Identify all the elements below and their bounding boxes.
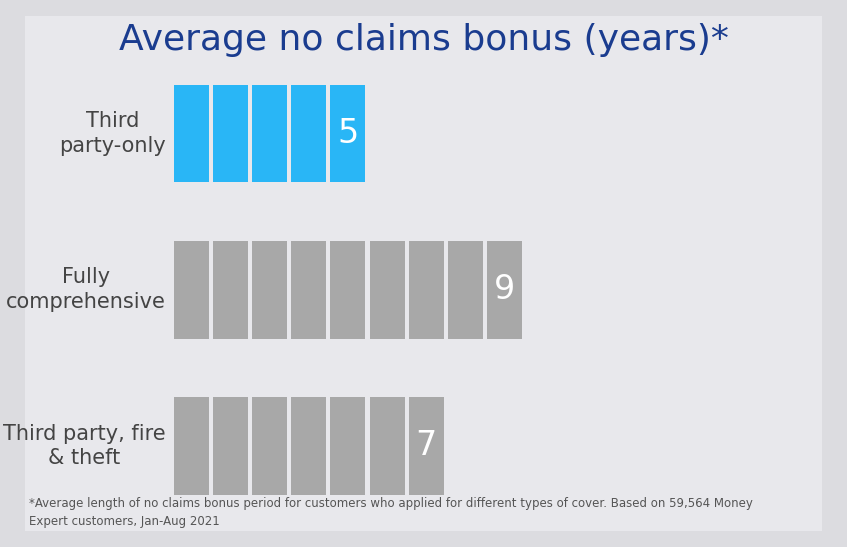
Bar [330,85,365,182]
Bar [174,397,209,495]
Bar [369,241,405,339]
Bar [448,241,483,339]
Text: Average no claims bonus (years)*: Average no claims bonus (years)* [119,23,728,57]
Bar [213,397,248,495]
Bar [291,397,326,495]
Bar [213,241,248,339]
Text: 9: 9 [494,274,515,306]
Bar [408,397,444,495]
Bar [408,241,444,339]
Text: Third
party-only: Third party-only [59,111,166,156]
Bar [330,241,365,339]
Text: 7: 7 [416,429,437,462]
Text: Fully
comprehensive: Fully comprehensive [6,267,166,312]
Text: *Average length of no claims bonus period for customers who applied for differen: *Average length of no claims bonus perio… [29,497,753,528]
Bar [252,85,287,182]
Bar [174,85,209,182]
Bar [291,241,326,339]
Bar [291,85,326,182]
Bar [174,241,209,339]
Text: Third party, fire
& theft: Third party, fire & theft [3,423,166,468]
Bar [330,397,365,495]
Bar [487,241,522,339]
Bar [252,397,287,495]
Bar [252,241,287,339]
Bar [213,85,248,182]
Bar [369,397,405,495]
Text: 5: 5 [337,117,358,150]
